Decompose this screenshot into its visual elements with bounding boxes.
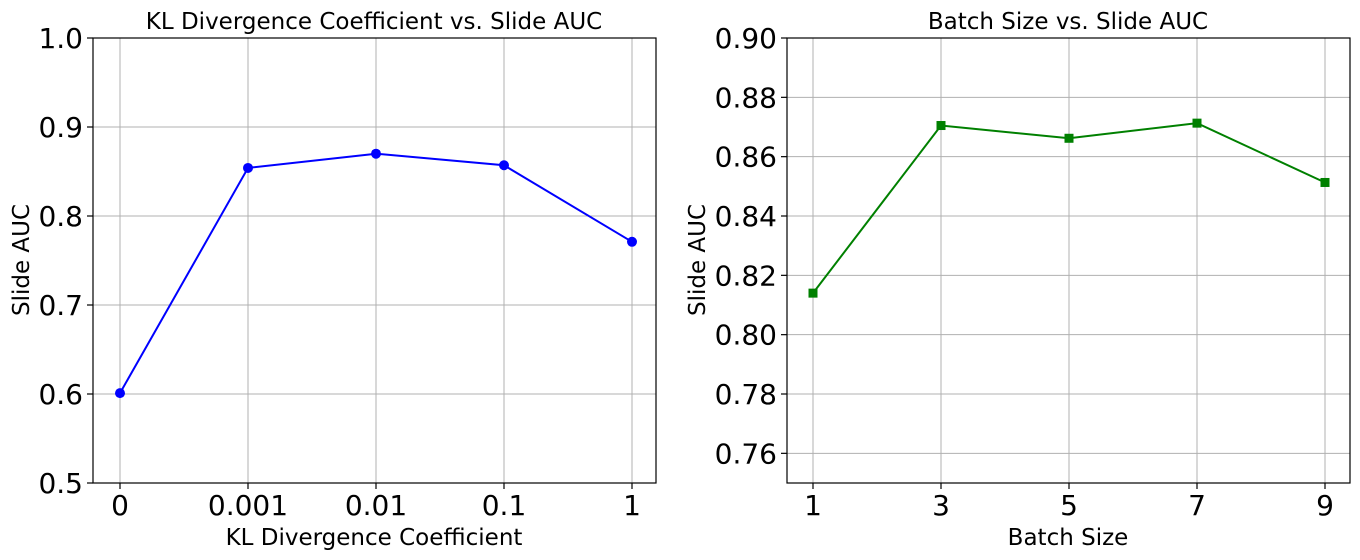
y-tick-label: 0.88: [715, 81, 777, 114]
y-axis-label: Slide AUC: [685, 204, 711, 316]
x-tick-label: 9: [1316, 489, 1334, 522]
x-tick-label: 7: [1188, 489, 1206, 522]
y-tick-label: 1.0: [38, 22, 83, 55]
y-tick-label: 0.8: [38, 200, 83, 233]
series: [115, 148, 637, 399]
y-tick-label: 0.86: [715, 141, 777, 174]
y-axis-label: Slide AUC: [9, 204, 35, 316]
axes-frame: [786, 37, 1351, 484]
x-axis-label: KL Divergence Coefficient: [226, 525, 523, 551]
x-tick-label: 3: [932, 489, 950, 522]
x-tick-label: 1: [804, 489, 822, 522]
y-tick-label: 0.90: [715, 22, 777, 55]
x-tick-label: 5: [1060, 489, 1078, 522]
data-point-marker: [1064, 133, 1074, 143]
data-point-marker: [1192, 118, 1202, 128]
y-tick-label: 0.9: [38, 111, 83, 144]
chart-title: KL Divergence Coefficient vs. Slide AUC: [146, 9, 602, 35]
batch-size-chart: Batch Size vs. Slide AUC 0.76 0.78 0.80 0.8…: [685, 9, 1351, 551]
axes-frame: [92, 37, 657, 484]
ticks: 0.5 0.6 0.7 0.8 0.9 1.0 0 0.001 0.01 0.1 1: [38, 22, 640, 522]
x-tick-label: 0: [111, 489, 129, 522]
data-point-marker: [115, 388, 125, 399]
x-tick-label: 1: [623, 489, 641, 522]
x-tick-label: 0.1: [482, 489, 527, 522]
data-point-marker: [371, 148, 381, 159]
series: [808, 118, 1330, 298]
y-tick-label: 0.5: [38, 467, 83, 500]
grid: [93, 37, 656, 484]
data-point-marker: [808, 288, 818, 298]
y-tick-label: 0.84: [715, 200, 777, 233]
chart-title: Batch Size vs. Slide AUC: [928, 9, 1208, 35]
data-point-marker: [936, 121, 946, 131]
data-point-marker: [627, 236, 637, 247]
data-point-marker: [499, 160, 509, 171]
y-tick-label: 0.80: [715, 319, 777, 352]
y-tick-label: 0.78: [715, 378, 777, 411]
y-tick-label: 0.6: [38, 378, 83, 411]
ticks: 0.76 0.78 0.80 0.82 0.84 0.86 0.88 0.90 1 3 5 7 9: [715, 22, 1334, 522]
x-axis-label: Batch Size: [1008, 525, 1129, 551]
x-tick-label: 0.01: [345, 489, 407, 522]
y-tick-label: 0.82: [715, 259, 777, 292]
y-tick-label: 0.76: [715, 437, 777, 470]
data-point-marker: [1320, 177, 1330, 187]
data-point-marker: [243, 162, 253, 173]
y-tick-label: 0.7: [38, 289, 83, 322]
x-tick-label: 0.001: [208, 489, 288, 522]
kl-chart: KL Divergence Coefficient vs. Slide AUC …: [9, 9, 657, 551]
